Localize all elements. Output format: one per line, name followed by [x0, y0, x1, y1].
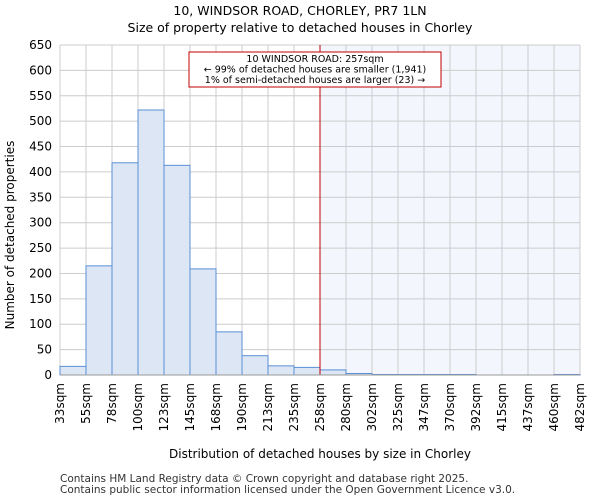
- x-tick-label: 33sqm: [53, 383, 67, 424]
- y-tick-label: 550: [29, 89, 52, 103]
- annotation-line: ← 99% of detached houses are smaller (1,…: [204, 65, 427, 76]
- footer-line-2: Contains public sector information licen…: [60, 484, 516, 496]
- histogram-bar: [111, 162, 139, 376]
- y-tick-label: 250: [29, 241, 52, 255]
- histogram-bar: [59, 365, 87, 376]
- histogram-bar: [163, 164, 191, 376]
- y-tick-label: 0: [44, 368, 52, 382]
- x-tick-label: 55sqm: [79, 383, 93, 424]
- histogram-bar: [137, 109, 165, 376]
- y-tick-label: 50: [37, 343, 52, 357]
- chart-title: 10, WINDSOR ROAD, CHORLEY, PR7 1LN: [173, 3, 427, 18]
- annotation-box: [188, 51, 442, 88]
- histogram-bar: [267, 365, 295, 376]
- x-tick-label: 78sqm: [105, 383, 119, 424]
- y-tick-label: 500: [29, 114, 52, 128]
- y-tick-label: 150: [29, 292, 52, 306]
- y-tick-label: 650: [29, 38, 52, 52]
- annotation-line: 10 WINDSOR ROAD: 257sqm: [246, 54, 383, 65]
- x-tick-label: 437sqm: [521, 383, 535, 431]
- x-tick-label: 347sqm: [417, 383, 431, 431]
- x-tick-label: 145sqm: [183, 383, 197, 431]
- x-tick-label: 168sqm: [209, 383, 223, 431]
- x-tick-label: 325sqm: [391, 383, 405, 431]
- x-tick-label: 258sqm: [313, 383, 327, 431]
- footer-line-1: Contains HM Land Registry data © Crown c…: [60, 473, 469, 485]
- histogram-bar: [319, 369, 347, 376]
- y-tick-label: 350: [29, 190, 52, 204]
- annotation-line: 1% of semi-detached houses are larger (2…: [205, 75, 425, 86]
- x-tick-label: 123sqm: [157, 383, 171, 431]
- y-tick-label: 200: [29, 266, 52, 280]
- x-tick-label: 213sqm: [261, 383, 275, 431]
- x-tick-label: 415sqm: [495, 383, 509, 431]
- histogram-bar: [85, 265, 113, 376]
- y-axis-label: Number of detached properties: [3, 141, 17, 330]
- x-tick-label: 235sqm: [287, 383, 301, 431]
- x-tick-label: 370sqm: [443, 383, 457, 431]
- x-axis-label: Distribution of detached houses by size …: [169, 447, 471, 461]
- x-tick-label: 392sqm: [469, 383, 483, 431]
- y-tick-label: 300: [29, 216, 52, 230]
- x-tick-label: 190sqm: [235, 383, 249, 431]
- chart-subtitle: Size of property relative to detached ho…: [127, 20, 473, 35]
- histogram-bar: [293, 366, 321, 376]
- y-tick-label: 100: [29, 317, 52, 331]
- y-tick-label: 600: [29, 63, 52, 77]
- histogram-bar: [241, 355, 269, 376]
- x-tick-label: 460sqm: [547, 383, 561, 431]
- y-tick-label: 450: [29, 140, 52, 154]
- histogram-bar: [215, 331, 243, 376]
- y-tick-label: 400: [29, 165, 52, 179]
- histogram-bar: [189, 268, 217, 376]
- x-tick-label: 100sqm: [131, 383, 145, 431]
- x-tick-label: 280sqm: [339, 383, 353, 431]
- x-tick-label: 482sqm: [573, 383, 587, 431]
- x-tick-label: 302sqm: [365, 383, 379, 431]
